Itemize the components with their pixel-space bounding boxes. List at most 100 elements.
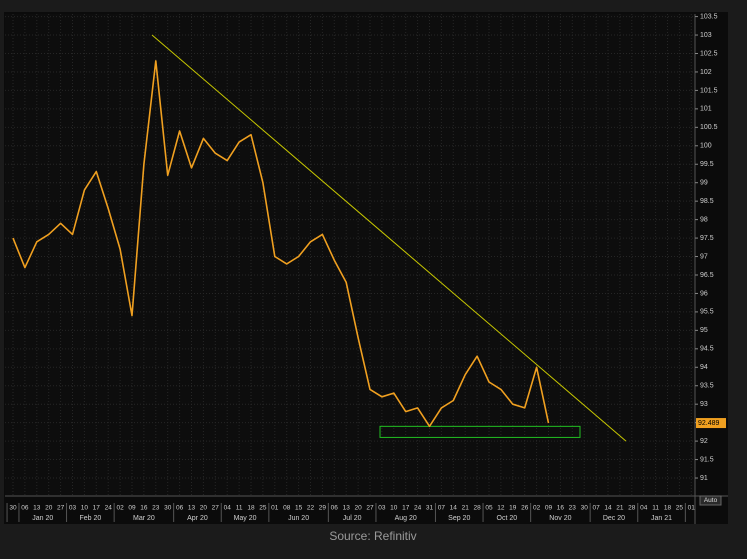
y-tick-label: 94.5: [700, 346, 714, 353]
x-tick-label: 10: [390, 505, 398, 512]
x-tick-label: 09: [128, 505, 136, 512]
y-tick-label: 98: [700, 216, 708, 223]
source: Source: Refinitiv: [329, 529, 416, 543]
x-tick-label: 30: [9, 505, 17, 512]
x-tick-label: 04: [224, 505, 232, 512]
price-line: [12, 60, 550, 428]
x-tick-label: 25: [676, 505, 684, 512]
x-tick-label: 27: [366, 505, 374, 512]
y-tick-label: 103.5: [700, 13, 718, 20]
x-tick-label: 31: [426, 505, 434, 512]
x-tick-label: 26: [521, 505, 529, 512]
x-tick-label: 16: [557, 505, 565, 512]
y-tick-label: 92: [700, 438, 708, 445]
y-tick-label: 91.5: [700, 456, 714, 463]
x-tick-label: 19: [509, 505, 517, 512]
y-tick-label: 103: [700, 32, 712, 39]
x-tick-label: 27: [212, 505, 220, 512]
x-tick-label: 07: [592, 505, 600, 512]
x-tick-label: 13: [343, 505, 351, 512]
x-tick-label: 06: [176, 505, 184, 512]
x-tick-label: 13: [188, 505, 196, 512]
month-label: Nov 20: [549, 515, 571, 522]
x-tick-label: 03: [69, 505, 77, 512]
y-tick-label: 94: [700, 364, 708, 371]
month-label: Jan 21: [651, 515, 672, 522]
auto-button[interactable]: [699, 495, 722, 506]
x-tick-label: 05: [485, 505, 493, 512]
y-tick-label: 93: [700, 401, 708, 408]
y-tick-label: 96: [700, 290, 708, 297]
x-tick-label: 06: [331, 505, 339, 512]
y-tick-label: 97: [700, 253, 708, 260]
x-tick-label: 01: [688, 505, 696, 512]
x-tick-label: 01: [271, 505, 279, 512]
x-tick-label: 23: [569, 505, 577, 512]
trendline: [151, 34, 627, 442]
month-label: Apr 20: [187, 515, 208, 522]
y-tick-label: 102.5: [700, 50, 718, 57]
month-label: Jul 20: [343, 515, 362, 522]
x-tick-label: 11: [652, 505, 659, 512]
x-tick-label: 06: [21, 505, 29, 512]
y-tick-label: 99: [700, 180, 708, 187]
y-tick-label: 100.5: [700, 124, 718, 131]
x-tick-label: 08: [283, 505, 291, 512]
x-tick-label: 07: [438, 505, 446, 512]
x-tick-label: 22: [307, 505, 315, 512]
x-tick-label: 30: [164, 505, 172, 512]
y-tick-label: 97.5: [700, 235, 714, 242]
x-tick-label: 12: [497, 505, 505, 512]
x-tick-label: 17: [402, 505, 410, 512]
month-label: May 20: [234, 515, 257, 522]
support-zone: [379, 425, 581, 438]
x-tick-label: 28: [473, 505, 481, 512]
y-tick-label: 98.5: [700, 198, 714, 205]
x-tick-label: 18: [664, 505, 672, 512]
x-tick-label: 02: [533, 505, 541, 512]
y-tick-label: 93.5: [700, 383, 714, 390]
x-tick-label: 21: [616, 505, 624, 512]
y-tick-label: 91: [700, 475, 708, 482]
month-label: Jun 20: [288, 515, 309, 522]
y-tick-label: 101: [700, 106, 712, 113]
x-tick-label: 28: [628, 505, 636, 512]
x-tick-label: 15: [295, 505, 303, 512]
x-tick-label: 29: [319, 505, 327, 512]
x-tick-label: 13: [33, 505, 41, 512]
last-price-label: 92.489: [698, 420, 720, 427]
x-tick-label: 24: [414, 505, 422, 512]
month-label: Dec 20: [603, 515, 625, 522]
y-tick-label: 99.5: [700, 161, 714, 168]
x-tick-label: 20: [200, 505, 208, 512]
y-tick-label: 95: [700, 327, 708, 334]
auto-button-label[interactable]: Auto: [704, 497, 718, 504]
month-label: Feb 20: [79, 515, 101, 522]
month-label: Aug 20: [395, 515, 417, 522]
y-tick-label: 96.5: [700, 272, 714, 279]
x-tick-label: 10: [81, 505, 89, 512]
x-tick-label: 02: [116, 505, 124, 512]
x-tick-label: 04: [640, 505, 648, 512]
month-label: Jan 20: [32, 515, 53, 522]
month-label: Mar 20: [133, 515, 155, 522]
x-tick-label: 17: [93, 505, 101, 512]
x-tick-label: 24: [105, 505, 113, 512]
month-label: Oct 20: [497, 515, 518, 522]
month-label: Sep 20: [448, 515, 470, 522]
x-tick-label: 11: [236, 505, 243, 512]
x-tick-label: 16: [140, 505, 148, 512]
y-tick-label: 100: [700, 143, 712, 150]
y-tick-label: 95.5: [700, 309, 714, 316]
x-tick-label: 18: [247, 505, 255, 512]
last-price-tag: [696, 418, 726, 429]
x-tick-label: 20: [45, 505, 53, 512]
x-tick-label: 20: [354, 505, 362, 512]
x-tick-label: 30: [581, 505, 589, 512]
x-tick-label: 09: [545, 505, 553, 512]
x-tick-label: 25: [259, 505, 267, 512]
x-tick-label: 14: [604, 505, 612, 512]
x-tick-label: 21: [462, 505, 470, 512]
